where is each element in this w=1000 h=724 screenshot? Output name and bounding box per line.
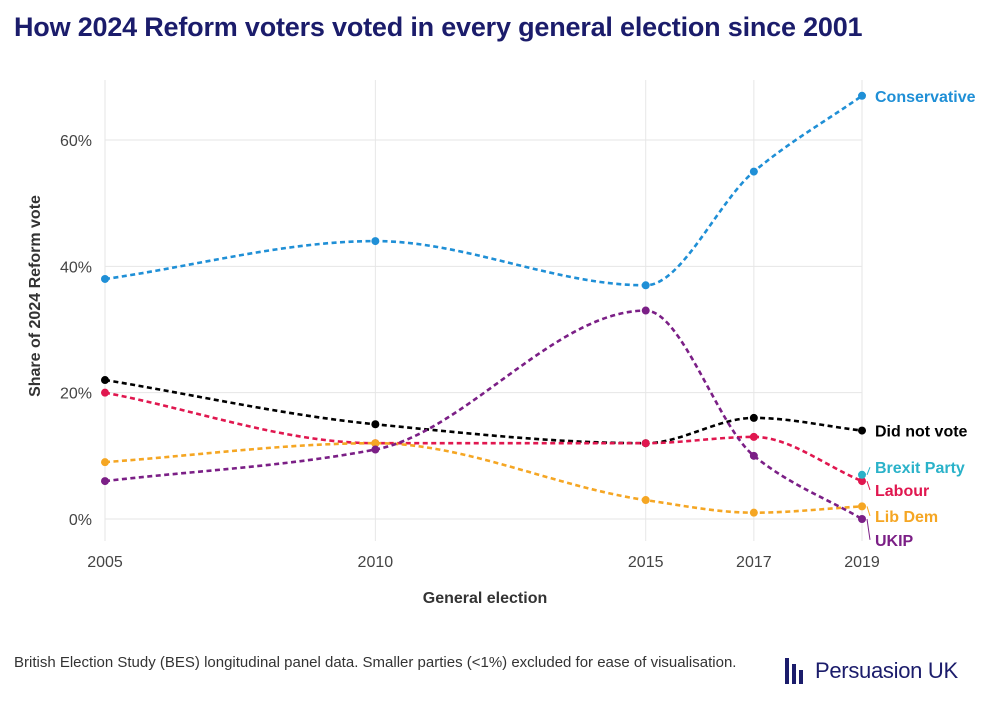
lib-dem-data-point — [749, 508, 758, 517]
conservative-series-line — [104, 94, 863, 287]
series-lines — [101, 91, 866, 523]
brexit-party-data-point — [858, 470, 866, 479]
did-not-vote-data-point — [101, 376, 109, 385]
ukip-data-point — [641, 306, 650, 315]
brexit-party-series-label: Brexit Party — [875, 460, 965, 477]
lib-dem-label-connector — [866, 506, 871, 516]
persuasion-bars-icon — [785, 658, 806, 684]
labour-series-line — [104, 391, 863, 483]
did-not-vote-data-point — [749, 413, 758, 422]
x-axis-ticks: 2005 2010 2015 2017 2019 — [87, 554, 880, 571]
did-not-vote-data-point — [371, 420, 380, 429]
ukip-label-connector — [866, 518, 871, 540]
ukip-series-line — [104, 309, 863, 521]
y-axis-title: Share of 2024 Reform vote — [27, 195, 44, 397]
line-chart: 0% 20% 40% 60% 2005 2010 2015 2017 2019 Conserv… — [27, 80, 976, 607]
ukip-data-point — [858, 515, 866, 523]
y-tick-label: 0% — [69, 512, 92, 529]
lib-dem-data-point — [858, 502, 866, 511]
labour-data-point — [749, 432, 758, 441]
conservative-data-point — [371, 237, 380, 246]
labour-series-label: Labour — [875, 483, 929, 500]
x-tick-label: 2015 — [628, 554, 664, 571]
chart-title: How 2024 Reform voters voted in every ge… — [14, 12, 863, 42]
ukip-data-point — [749, 451, 758, 460]
x-tick-label: 2005 — [87, 554, 123, 571]
labour-data-point — [858, 477, 866, 486]
ukip-series-label: UKIP — [875, 533, 914, 550]
labour-data-point — [101, 388, 109, 397]
lib-dem-data-point — [101, 458, 109, 467]
x-axis-title: General election — [423, 590, 548, 607]
x-tick-label: 2017 — [736, 554, 772, 571]
did-not-vote-series-label: Did not vote — [875, 424, 968, 441]
brexit-party-label-connector — [866, 467, 871, 475]
lib-dem-data-point — [641, 496, 650, 505]
ukip-data-point — [371, 445, 380, 454]
y-axis-ticks: 0% 20% 40% 60% — [60, 133, 92, 529]
y-tick-label: 20% — [60, 386, 92, 403]
conservative-data-point — [858, 91, 866, 100]
x-tick-label: 2010 — [358, 554, 394, 571]
labour-label-connector — [866, 480, 871, 491]
lib-dem-series-label: Lib Dem — [875, 509, 938, 526]
ukip-data-point — [101, 477, 109, 486]
x-tick-label: 2019 — [844, 554, 880, 571]
conservative-data-point — [641, 281, 650, 290]
conservative-series-label: Conservative — [875, 89, 976, 106]
footnote: British Election Study (BES) longitudina… — [14, 654, 737, 671]
series-labels: Conservative Did not vote Labour Lib Dem UKI… — [866, 89, 976, 550]
labour-data-point — [641, 439, 650, 448]
gridlines — [104, 80, 863, 541]
did-not-vote-data-point — [858, 426, 866, 435]
conservative-data-point — [101, 274, 109, 283]
brand-name: Persuasion UK — [815, 658, 958, 683]
brand-logo[interactable]: Persuasion UK — [785, 658, 958, 684]
lib-dem-data-point — [371, 439, 380, 448]
did-not-vote-series-line — [104, 378, 863, 445]
lib-dem-series-line — [104, 441, 863, 515]
y-tick-label: 40% — [60, 259, 92, 276]
y-tick-label: 60% — [60, 133, 92, 150]
conservative-data-point — [749, 167, 758, 176]
